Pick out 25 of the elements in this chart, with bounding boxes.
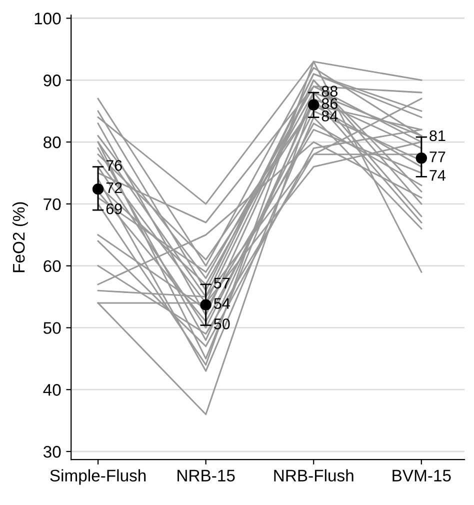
- data-label: 77: [430, 152, 446, 162]
- y-tick-label: 100: [34, 12, 61, 24]
- y-axis-title: FeO2 (%): [12, 202, 28, 272]
- annotation: 57: [214, 278, 230, 288]
- y-tick-label: 60: [44, 260, 61, 272]
- data-label: 72: [106, 182, 122, 194]
- annotation: 74: [430, 170, 446, 181]
- y-tick-label: 80: [44, 136, 61, 148]
- y-tick-label: 90: [44, 74, 61, 86]
- x-tick-label: BVM-15: [392, 470, 451, 482]
- x-tick-label: NRB-Flush: [274, 469, 354, 482]
- annotation: 69: [106, 203, 122, 214]
- annotation: 84: [322, 110, 338, 122]
- y-tick-label: 30: [43, 446, 61, 458]
- y-tick-label: 40: [43, 384, 61, 396]
- x-tick-label: Simple-Flush: [50, 469, 146, 485]
- y-tick-label: 70: [44, 198, 61, 210]
- data-label: 86: [322, 98, 338, 109]
- x-tick-label: NRB-15: [178, 470, 235, 482]
- data-label: 54: [214, 298, 230, 309]
- y-tick-label: 50: [44, 322, 61, 334]
- annotation: 76: [106, 160, 122, 171]
- annotation: 88: [322, 86, 338, 97]
- annotation: 81: [430, 130, 446, 142]
- annotation: 50: [214, 318, 230, 330]
